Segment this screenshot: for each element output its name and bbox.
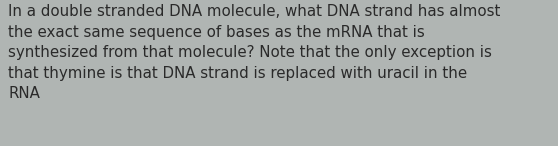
Text: In a double stranded DNA molecule, what DNA strand has almost
the exact same seq: In a double stranded DNA molecule, what …	[8, 4, 501, 101]
